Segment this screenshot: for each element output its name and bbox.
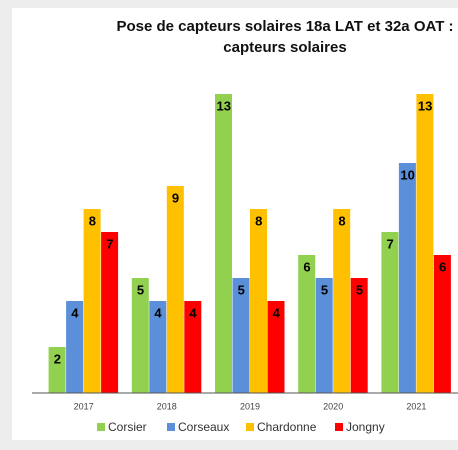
x-tick-label: 2018 bbox=[157, 401, 177, 411]
data-label: 8 bbox=[89, 213, 96, 228]
data-label: 4 bbox=[273, 305, 281, 320]
bar bbox=[131, 278, 149, 393]
data-label: 4 bbox=[154, 305, 162, 320]
data-label: 8 bbox=[338, 213, 345, 228]
data-label: 2 bbox=[54, 351, 61, 366]
data-label: 7 bbox=[106, 236, 113, 251]
bar bbox=[101, 232, 119, 393]
legend-label: Corsier bbox=[108, 420, 147, 434]
data-label: 4 bbox=[189, 305, 197, 320]
data-label: 5 bbox=[321, 282, 328, 297]
bar bbox=[215, 94, 232, 393]
bar bbox=[267, 301, 285, 393]
bar bbox=[166, 186, 184, 393]
bar bbox=[350, 278, 368, 393]
data-label: 7 bbox=[387, 236, 394, 251]
legend-swatch bbox=[335, 423, 343, 431]
bar bbox=[232, 278, 250, 393]
data-label: 9 bbox=[172, 190, 179, 205]
data-label: 5 bbox=[238, 282, 245, 297]
legend-swatch bbox=[167, 423, 175, 431]
data-label: 13 bbox=[217, 98, 231, 113]
x-tick-label: 2019 bbox=[240, 401, 260, 411]
bar bbox=[416, 94, 434, 393]
bar bbox=[298, 255, 316, 393]
data-label: 4 bbox=[71, 305, 79, 320]
bar bbox=[398, 163, 416, 393]
chart-title: Pose de capteurs solaires 18a LAT et 32a… bbox=[116, 18, 454, 56]
bar bbox=[250, 209, 267, 393]
data-label: 6 bbox=[303, 259, 310, 274]
data-label: 10 bbox=[400, 167, 414, 182]
data-label: 8 bbox=[255, 213, 262, 228]
bar bbox=[149, 301, 167, 393]
bar bbox=[66, 301, 84, 393]
data-label: 13 bbox=[418, 98, 432, 113]
x-tick-label: 2021 bbox=[406, 401, 426, 411]
legend-label: Jongny bbox=[346, 420, 385, 434]
bar bbox=[315, 278, 333, 393]
bar bbox=[433, 255, 451, 393]
x-tick-label: 2017 bbox=[74, 401, 94, 411]
data-label: 5 bbox=[137, 282, 144, 297]
legend-label: Corseaux bbox=[178, 420, 229, 434]
bar bbox=[184, 301, 202, 393]
legend-label: Chardonne bbox=[257, 420, 317, 434]
legend-swatch bbox=[97, 423, 105, 431]
bar bbox=[381, 232, 399, 393]
data-label: 5 bbox=[356, 282, 363, 297]
data-label: 6 bbox=[439, 259, 446, 274]
x-tick-label: 2020 bbox=[323, 401, 343, 411]
bar bbox=[83, 209, 101, 393]
legend-swatch bbox=[246, 423, 254, 431]
bar bbox=[48, 347, 66, 393]
bar bbox=[333, 209, 351, 393]
